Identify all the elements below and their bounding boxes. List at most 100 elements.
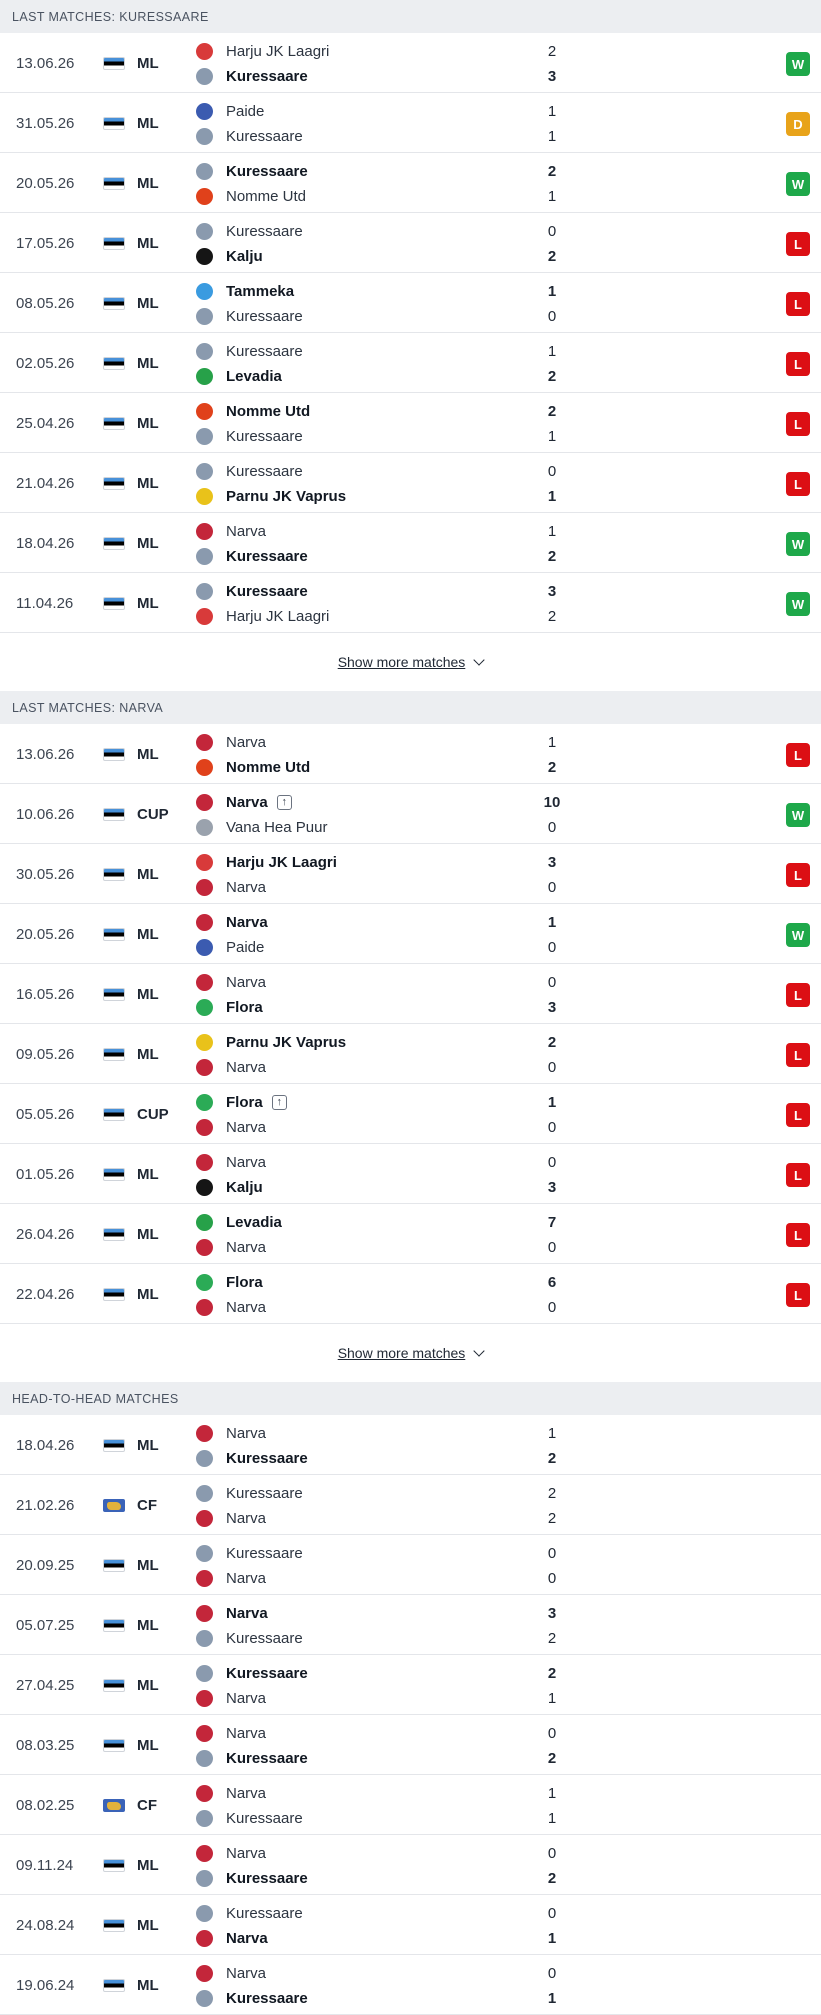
match-row[interactable]: 13.06.26 ML Narva Nomme Utd 1 2 L — [0, 724, 821, 784]
match-row[interactable]: 08.03.25 ML Narva Kuressaare 0 2 — [0, 1715, 821, 1775]
match-row[interactable]: 05.05.26 CUP Flora ↑ Narva 1 0 L — [0, 1084, 821, 1144]
match-row[interactable]: 26.04.26 ML Levadia Narva 7 0 L — [0, 1204, 821, 1264]
competition-label[interactable]: ML — [137, 1736, 159, 1754]
match-row[interactable]: 25.04.26 ML Nomme Utd Kuressaare 2 1 L — [0, 393, 821, 453]
match-row[interactable]: 24.08.24 ML Kuressaare Narva 0 1 — [0, 1895, 821, 1955]
match-row[interactable]: 21.04.26 ML Kuressaare Parnu JK Vaprus 0… — [0, 453, 821, 513]
home-team-name: Narva — [226, 1724, 267, 1742]
home-team: Narva — [196, 1602, 268, 1624]
kuressaare-logo-icon — [196, 222, 213, 240]
competition-label[interactable]: ML — [137, 985, 159, 1003]
home-score: 3 — [547, 583, 557, 600]
competition-label[interactable]: ML — [137, 114, 159, 132]
narva-logo-icon — [196, 522, 213, 540]
match-row[interactable]: 30.05.26 ML Harju JK Laagri Narva 3 0 L — [0, 844, 821, 904]
match-date: 20.09.25 — [16, 1556, 75, 1574]
competition-label[interactable]: ML — [137, 354, 159, 372]
match-row[interactable]: 10.06.26 CUP Narva ↑ Vana Hea Puur 10 0 … — [0, 784, 821, 844]
match-date: 26.04.26 — [16, 1225, 75, 1243]
match-row[interactable]: 31.05.26 ML Paide Kuressaare 1 1 D — [0, 93, 821, 153]
competition-label[interactable]: CUP — [137, 805, 169, 823]
match-row[interactable]: 09.05.26 ML Parnu JK Vaprus Narva 2 0 L — [0, 1024, 821, 1084]
away-team: Kuressaare — [196, 1447, 308, 1469]
competition-label[interactable]: CF — [137, 1496, 157, 1514]
match-row[interactable]: 17.05.26 ML Kuressaare Kalju 0 2 L — [0, 213, 821, 273]
competition-label[interactable]: ML — [137, 1225, 159, 1243]
estonia-flag-icon — [103, 597, 125, 610]
competition-label[interactable]: ML — [137, 1285, 159, 1303]
competition-label[interactable]: ML — [137, 54, 159, 72]
match-row[interactable]: 16.05.26 ML Narva Flora 0 3 L — [0, 964, 821, 1024]
competition-label[interactable]: ML — [137, 1165, 159, 1183]
competition-label[interactable]: ML — [137, 594, 159, 612]
away-team: Narva — [196, 1507, 266, 1529]
match-row[interactable]: 20.05.26 ML Kuressaare Nomme Utd 2 1 W — [0, 153, 821, 213]
competition-label[interactable]: ML — [137, 1916, 159, 1934]
home-team-name: Nomme Utd — [226, 402, 311, 420]
away-team-name: Kuressaare — [226, 547, 308, 565]
match-row[interactable]: 19.06.24 ML Narva Kuressaare 0 1 — [0, 1955, 821, 2015]
narva-logo-icon — [196, 1964, 213, 1982]
competition-label[interactable]: ML — [137, 1436, 159, 1454]
competition-label[interactable]: ML — [137, 925, 159, 943]
away-team-name: Kuressaare — [226, 1989, 308, 2007]
competition-label[interactable]: ML — [137, 234, 159, 252]
estonia-flag-icon — [103, 1439, 125, 1452]
match-row[interactable]: 27.04.25 ML Kuressaare Narva 2 1 — [0, 1655, 821, 1715]
section-title: LAST MATCHES: NARVA — [0, 691, 821, 724]
home-score: 2 — [547, 1665, 557, 1682]
match-date: 21.04.26 — [16, 474, 75, 492]
match-row[interactable]: 21.02.26 CF Kuressaare Narva 2 2 — [0, 1475, 821, 1535]
competition-label[interactable]: ML — [137, 534, 159, 552]
competition-label[interactable]: ML — [137, 414, 159, 432]
competition-label[interactable]: ML — [137, 1616, 159, 1634]
match-row[interactable]: 02.05.26 ML Kuressaare Levadia 1 2 L — [0, 333, 821, 393]
match-date: 21.02.26 — [16, 1496, 75, 1514]
away-team: Narva — [196, 1567, 266, 1589]
home-team: Narva — [196, 1151, 266, 1173]
match-row[interactable]: 01.05.26 ML Narva Kalju 0 3 L — [0, 1144, 821, 1204]
result-badge: L — [786, 1223, 810, 1247]
section-title: LAST MATCHES: KURESSAARE — [0, 0, 821, 33]
show-more-button[interactable]: Show more matches — [0, 633, 821, 691]
match-row[interactable]: 08.02.25 CF Narva Kuressaare 1 1 — [0, 1775, 821, 1835]
result-badge: L — [786, 1103, 810, 1127]
competition-label[interactable]: ML — [137, 865, 159, 883]
match-list: 18.04.26 ML Narva Kuressaare 1 2 21.02.2… — [0, 1415, 821, 2015]
competition-label[interactable]: ML — [137, 1676, 159, 1694]
competition-label[interactable]: ML — [137, 294, 159, 312]
away-team: Kuressaare — [196, 1627, 303, 1649]
competition-label[interactable]: CF — [137, 1796, 157, 1814]
match-row[interactable]: 18.04.26 ML Narva Kuressaare 1 2 W — [0, 513, 821, 573]
narva-logo-icon — [196, 1784, 213, 1802]
home-team-name: Kuressaare — [226, 1904, 303, 1922]
match-row[interactable]: 11.04.26 ML Kuressaare Harju JK Laagri 3… — [0, 573, 821, 633]
match-row[interactable]: 22.04.26 ML Flora Narva 6 0 L — [0, 1264, 821, 1324]
match-row[interactable]: 09.11.24 ML Narva Kuressaare 0 2 — [0, 1835, 821, 1895]
result-badge: L — [786, 743, 810, 767]
competition-label[interactable]: CUP — [137, 1105, 169, 1123]
home-team-name: Narva — [226, 1784, 267, 1802]
home-team-name: Flora — [226, 1093, 263, 1111]
competition-label[interactable]: ML — [137, 1856, 159, 1874]
home-score: 10 — [543, 794, 561, 811]
match-row[interactable]: 20.09.25 ML Kuressaare Narva 0 0 — [0, 1535, 821, 1595]
match-row[interactable]: 08.05.26 ML Tammeka Kuressaare 1 0 L — [0, 273, 821, 333]
show-more-button[interactable]: Show more matches — [0, 1324, 821, 1382]
competition-label[interactable]: ML — [137, 1556, 159, 1574]
away-team-name: Narva — [226, 1118, 267, 1136]
match-row[interactable]: 20.05.26 ML Narva Paide 1 0 W — [0, 904, 821, 964]
match-row[interactable]: 05.07.25 ML Narva Kuressaare 3 2 — [0, 1595, 821, 1655]
competition-label[interactable]: ML — [137, 1045, 159, 1063]
match-date: 13.06.26 — [16, 745, 75, 763]
match-date: 17.05.26 — [16, 234, 75, 252]
narva-logo-icon — [196, 1058, 213, 1076]
away-score: 2 — [547, 1750, 557, 1767]
match-row[interactable]: 13.06.26 ML Harju JK Laagri Kuressaare 2… — [0, 33, 821, 93]
away-team: Kuressaare — [196, 545, 308, 567]
competition-label[interactable]: ML — [137, 745, 159, 763]
match-row[interactable]: 18.04.26 ML Narva Kuressaare 1 2 — [0, 1415, 821, 1475]
competition-label[interactable]: ML — [137, 474, 159, 492]
competition-label[interactable]: ML — [137, 1976, 159, 1994]
competition-label[interactable]: ML — [137, 174, 159, 192]
